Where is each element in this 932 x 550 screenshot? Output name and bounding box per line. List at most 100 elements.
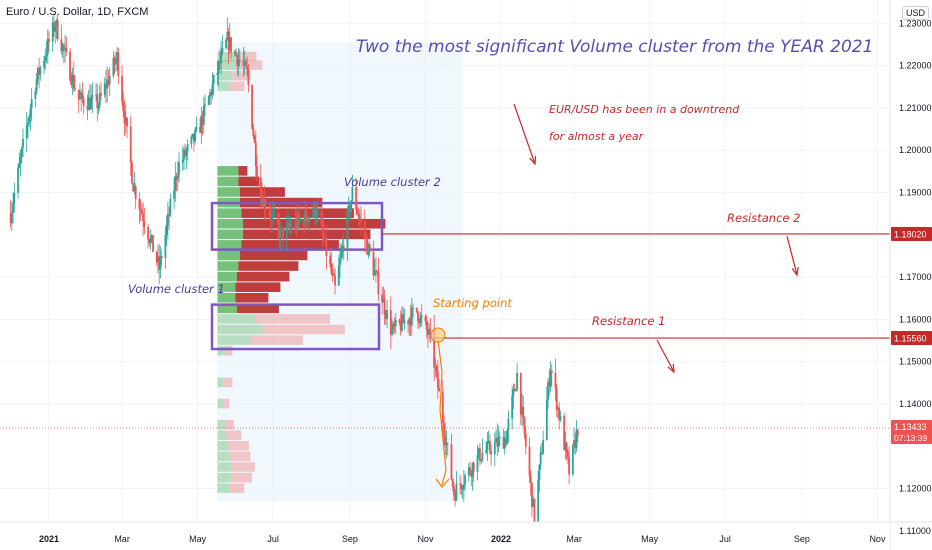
profile-sell-bar [238, 166, 248, 176]
candle-body [95, 94, 97, 96]
candle-body [116, 52, 119, 60]
candle [195, 116, 198, 133]
candle [514, 387, 517, 392]
candle [471, 462, 474, 491]
candle [96, 83, 99, 122]
profile-sell-bar [227, 441, 249, 451]
candle-body [152, 235, 154, 253]
candle-body [10, 212, 13, 224]
candle-body [183, 149, 185, 160]
candle [64, 34, 66, 63]
candle-body [368, 244, 371, 253]
candle-body [86, 105, 89, 110]
candle [61, 42, 64, 59]
candle [13, 182, 16, 213]
profile-sell-bar [232, 70, 251, 81]
profile-buy-bar [217, 324, 263, 335]
candle-body [237, 59, 240, 66]
candle-body [82, 98, 85, 106]
candle-body [280, 227, 283, 229]
candle-body [485, 450, 488, 454]
candle-body [464, 475, 466, 485]
candle [277, 208, 279, 239]
candle [262, 190, 265, 208]
candle-body [498, 436, 501, 439]
candle-body [43, 60, 45, 68]
candle [538, 464, 541, 493]
candle-body [429, 328, 432, 330]
candle [56, 14, 59, 42]
candle-body [298, 214, 301, 220]
time-tick-label: Jul [719, 534, 731, 544]
candle-body [376, 270, 379, 273]
candle-body [367, 244, 370, 255]
candle-body [481, 453, 484, 460]
candle-body [503, 438, 506, 449]
profile-sell-bar [235, 282, 281, 292]
candle [86, 94, 89, 121]
candle [138, 192, 141, 224]
candle-body [366, 238, 369, 255]
candle-body [548, 381, 551, 387]
bar-countdown-text: 07:13:39 [894, 433, 927, 443]
candle [199, 117, 201, 134]
candle-body [288, 222, 291, 228]
candle-body [169, 198, 172, 216]
candle [342, 232, 345, 260]
candle-body [220, 52, 223, 64]
price-tick-label: 1.21000 [899, 103, 932, 113]
candle-body [454, 495, 457, 501]
candle-body [511, 395, 514, 419]
time-tick-label: 2022 [491, 534, 511, 544]
candle [480, 459, 483, 464]
candle [288, 215, 291, 234]
candle [384, 309, 387, 325]
candle [479, 442, 481, 467]
candle-body [97, 105, 100, 109]
price-tick-label: 1.12000 [899, 484, 932, 494]
candle-body [65, 48, 68, 52]
profile-sell-bar [226, 430, 242, 441]
candle-body [150, 235, 153, 238]
candle-body [393, 323, 396, 327]
candle-body [469, 467, 471, 473]
candle [27, 117, 29, 138]
candle [158, 243, 161, 285]
candle [341, 237, 344, 259]
profile-sell-bar [250, 335, 303, 345]
candle-body [450, 444, 453, 480]
candle-body [545, 399, 548, 441]
candle-body [117, 52, 120, 76]
candle-body [282, 227, 284, 239]
candle [573, 427, 575, 454]
candle-body [80, 92, 83, 98]
candle [531, 482, 533, 517]
candle-body [60, 39, 63, 52]
candle [464, 473, 466, 491]
candle [355, 178, 358, 216]
profile-sell-bar [229, 451, 251, 462]
candle-body [134, 186, 137, 200]
candle-body [532, 498, 535, 507]
volume-cluster-2-label: Volume cluster 2 [344, 175, 441, 189]
candle [45, 41, 48, 64]
candle-body [341, 245, 344, 252]
candle-body [490, 450, 492, 455]
candle [391, 319, 393, 337]
resistance-1-arrow-head [667, 363, 675, 374]
currency-button[interactable]: USD [902, 6, 930, 20]
candle-body [417, 311, 419, 322]
candle-body [201, 115, 204, 125]
profile-sell-bar [239, 187, 285, 197]
candle [210, 89, 213, 105]
candle-body [538, 464, 541, 480]
candle-body [321, 223, 324, 234]
candle-body [244, 61, 247, 67]
candle [157, 245, 159, 274]
candle-body [542, 440, 545, 454]
candle-body [185, 150, 188, 156]
candle-body [103, 83, 106, 96]
candle [201, 110, 204, 136]
